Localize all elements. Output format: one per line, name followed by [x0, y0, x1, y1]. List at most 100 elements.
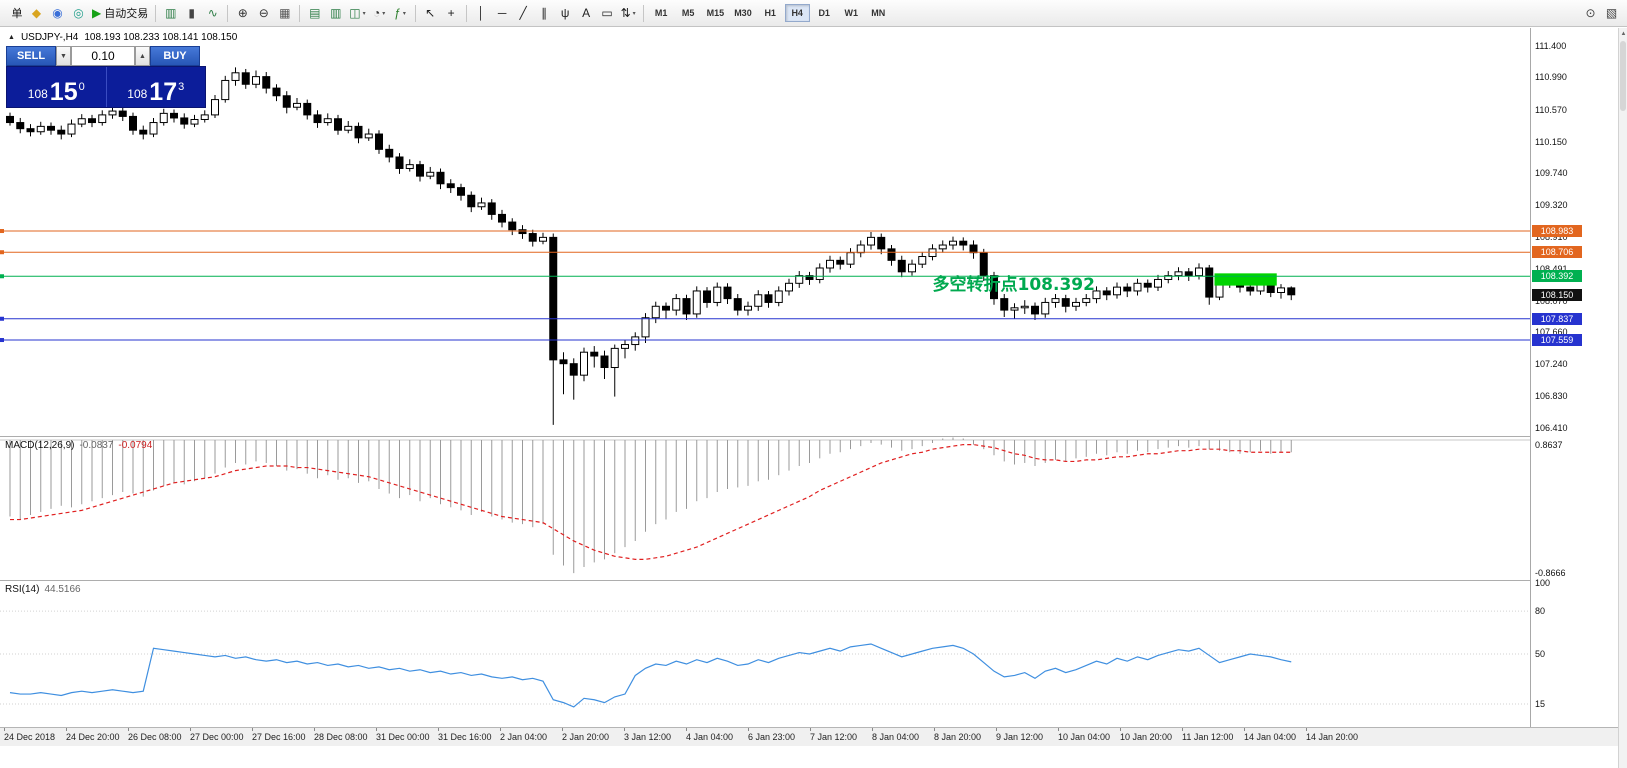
- pane-separator[interactable]: [0, 436, 1618, 437]
- candle-body: [692, 290, 701, 315]
- label-icon[interactable]: ▭: [597, 3, 618, 24]
- line-anchor[interactable]: [0, 250, 4, 255]
- collapse-panel-icon[interactable]: ▲: [8, 34, 15, 41]
- candle-body: [129, 115, 137, 131]
- cursor-icon[interactable]: ↖: [420, 3, 441, 24]
- scroll-up-button[interactable]: ▲: [1620, 31, 1627, 37]
- candle-body: [682, 298, 691, 315]
- candle-body: [252, 76, 260, 85]
- candle-body: [1164, 275, 1173, 280]
- candle-body: [569, 363, 578, 376]
- tile-horizontal-icon: ▤: [309, 6, 321, 20]
- sell-price[interactable]: 108 15 0: [7, 67, 106, 107]
- layout-icon[interactable]: ▧: [1601, 3, 1622, 24]
- timeframe-mn[interactable]: MN: [866, 4, 891, 22]
- line-anchor[interactable]: [0, 229, 4, 234]
- candle-body: [221, 79, 230, 101]
- buy-price-big: 17: [149, 77, 178, 106]
- candle-body: [1287, 287, 1296, 296]
- horizontal-line-icon[interactable]: ─: [492, 3, 513, 24]
- candle-body: [1000, 298, 1009, 311]
- caret-down-icon: ▾: [382, 10, 386, 17]
- line-anchor[interactable]: [0, 316, 4, 321]
- price-tick-label: 111.400: [1535, 41, 1567, 51]
- lot-size-input[interactable]: [71, 46, 135, 66]
- text-icon[interactable]: A: [576, 3, 597, 24]
- candle-body: [6, 115, 14, 124]
- toolbar-separator: [465, 4, 467, 22]
- candle-body: [159, 112, 168, 124]
- time-tick-label: 4 Jan 04:00: [686, 732, 734, 742]
- line-anchor[interactable]: [0, 274, 4, 279]
- vertical-scrollbar[interactable]: ▲: [1618, 28, 1627, 768]
- candle-body: [949, 240, 957, 246]
- time-axis[interactable]: 24 Dec 2018 24 Dec 20:00 26 Dec 08:00 27 De…: [0, 727, 1618, 746]
- crosshair-icon[interactable]: +: [441, 3, 462, 24]
- search-icon[interactable]: ⊙: [1580, 3, 1601, 24]
- grid-icon[interactable]: ▦: [274, 3, 295, 24]
- period-icon: ◔: [372, 6, 381, 20]
- timeframe-m15[interactable]: M15: [703, 4, 729, 22]
- time-tick: [1058, 728, 1059, 731]
- tile-vertical-icon[interactable]: ▥: [325, 3, 346, 24]
- timeframe-h1[interactable]: H1: [758, 4, 783, 22]
- timeframe-w1[interactable]: W1: [839, 4, 864, 22]
- bar-chart-icon: ▥: [165, 6, 177, 20]
- time-tick: [1306, 728, 1307, 731]
- time-tick: [562, 728, 563, 731]
- timeframe-d1[interactable]: D1: [812, 4, 837, 22]
- line-anchor[interactable]: [0, 338, 4, 343]
- lot-up-button[interactable]: ▲: [135, 46, 150, 66]
- lot-down-button[interactable]: ▼: [56, 46, 71, 66]
- trendline-icon[interactable]: ╱: [513, 3, 534, 24]
- candle-body: [733, 298, 742, 311]
- candle-body: [36, 125, 45, 133]
- zoom-in-icon[interactable]: ⊕: [232, 3, 253, 24]
- zoom-out-icon[interactable]: ⊖: [253, 3, 274, 24]
- macd-pane[interactable]: [0, 437, 1530, 580]
- bar-chart-icon[interactable]: ▥: [160, 3, 181, 24]
- timeframe-m1[interactable]: M1: [649, 4, 674, 22]
- time-tick: [748, 728, 749, 731]
- history-center-icon[interactable]: ◎: [68, 3, 89, 24]
- timeframe-m5[interactable]: M5: [676, 4, 701, 22]
- timeframe-h4[interactable]: H4: [784, 4, 810, 22]
- accounts-icon[interactable]: ◉: [47, 3, 68, 24]
- candlestick-chart-icon[interactable]: ▮: [181, 3, 202, 24]
- time-tick: [1120, 728, 1121, 731]
- tile-horizontal-icon[interactable]: ▤: [304, 3, 325, 24]
- time-tick-label: 7 Jan 12:00: [810, 732, 858, 742]
- candle-body: [672, 298, 681, 311]
- line-chart-icon: ∿: [207, 6, 218, 20]
- pane-separator[interactable]: [0, 580, 1618, 581]
- channel-icon[interactable]: ∥: [534, 3, 555, 24]
- market-watch-icon[interactable]: ◆: [26, 3, 47, 24]
- candle-body: [1092, 290, 1101, 300]
- price-axis[interactable]: 111.400 110.990 110.570 110.150 109.740 109.3…: [1530, 28, 1619, 745]
- rsi-pane[interactable]: [0, 581, 1530, 726]
- candle-body: [57, 129, 66, 135]
- candle-body: [344, 125, 353, 131]
- new-order-button[interactable]: 单: [5, 3, 26, 24]
- vertical-line-icon[interactable]: │: [471, 3, 492, 24]
- indicators-icon[interactable]: ƒ ▾: [390, 3, 411, 24]
- turning-point-annotation[interactable]: 多空转折点108.392: [932, 275, 1095, 295]
- indicators-icon: ƒ: [394, 6, 401, 20]
- buy-price[interactable]: 108 17 3: [107, 67, 206, 107]
- highlight-rectangle[interactable]: [1214, 273, 1277, 286]
- sell-button[interactable]: SELL: [6, 46, 56, 66]
- line-chart-icon[interactable]: ∿: [202, 3, 223, 24]
- fibonacci-icon[interactable]: ψ: [555, 3, 576, 24]
- timeframe-m30[interactable]: M30: [730, 4, 756, 22]
- price-tick-label: 110.570: [1535, 104, 1567, 115]
- candle-body: [211, 99, 219, 116]
- period-icon[interactable]: ◔ ▾: [369, 3, 390, 24]
- buy-button[interactable]: BUY: [150, 46, 200, 66]
- new-chart-icon[interactable]: ◫ ▾: [346, 3, 368, 24]
- autotrading-button[interactable]: ▶ 自动交易: [89, 3, 151, 24]
- candle-body: [354, 125, 363, 139]
- price-chart[interactable]: [0, 28, 1530, 436]
- candle-body: [313, 114, 322, 124]
- arrows-icon[interactable]: ⇅ ▾: [618, 3, 639, 24]
- scrollbar-thumb[interactable]: [1620, 41, 1626, 111]
